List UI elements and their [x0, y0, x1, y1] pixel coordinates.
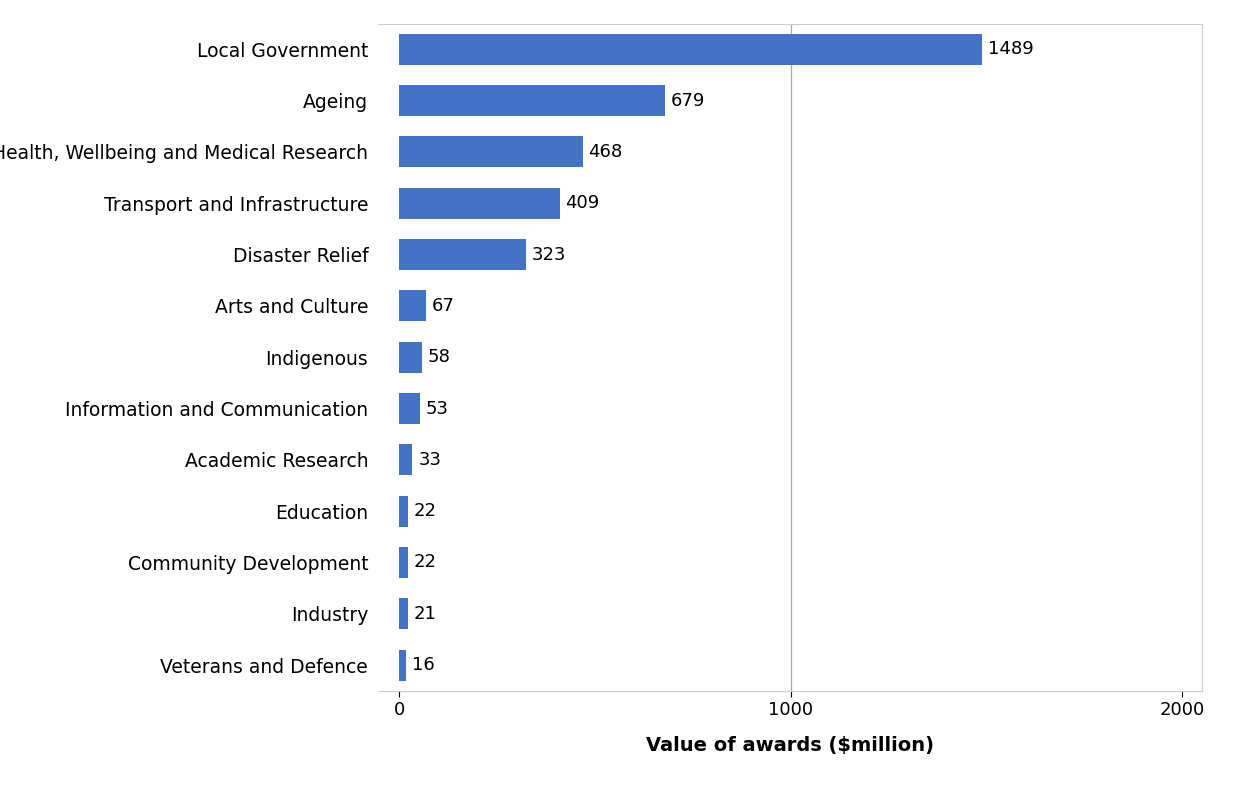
Bar	[399, 444, 413, 475]
Text: 679: 679	[672, 92, 705, 110]
Bar	[399, 188, 560, 218]
Text: 58: 58	[427, 349, 451, 366]
Text: 468: 468	[589, 143, 623, 161]
X-axis label: Value of awards ($million): Value of awards ($million)	[646, 736, 934, 755]
Text: 21: 21	[414, 604, 436, 623]
Bar	[399, 393, 420, 424]
Bar	[399, 341, 422, 373]
Text: 1489: 1489	[989, 40, 1033, 58]
Text: 16: 16	[411, 656, 435, 674]
Text: 22: 22	[414, 553, 437, 571]
Text: 67: 67	[431, 297, 455, 315]
Bar	[399, 650, 405, 681]
Text: 323: 323	[532, 246, 566, 264]
Bar	[399, 547, 408, 578]
Bar	[399, 85, 665, 116]
Text: 53: 53	[426, 400, 449, 418]
Bar	[399, 290, 426, 321]
Bar	[399, 34, 983, 64]
Text: 22: 22	[414, 502, 437, 520]
Bar	[399, 598, 408, 630]
Bar	[399, 137, 582, 167]
Bar	[399, 496, 408, 527]
Text: 33: 33	[419, 451, 441, 469]
Text: 409: 409	[565, 194, 600, 212]
Bar	[399, 239, 525, 270]
